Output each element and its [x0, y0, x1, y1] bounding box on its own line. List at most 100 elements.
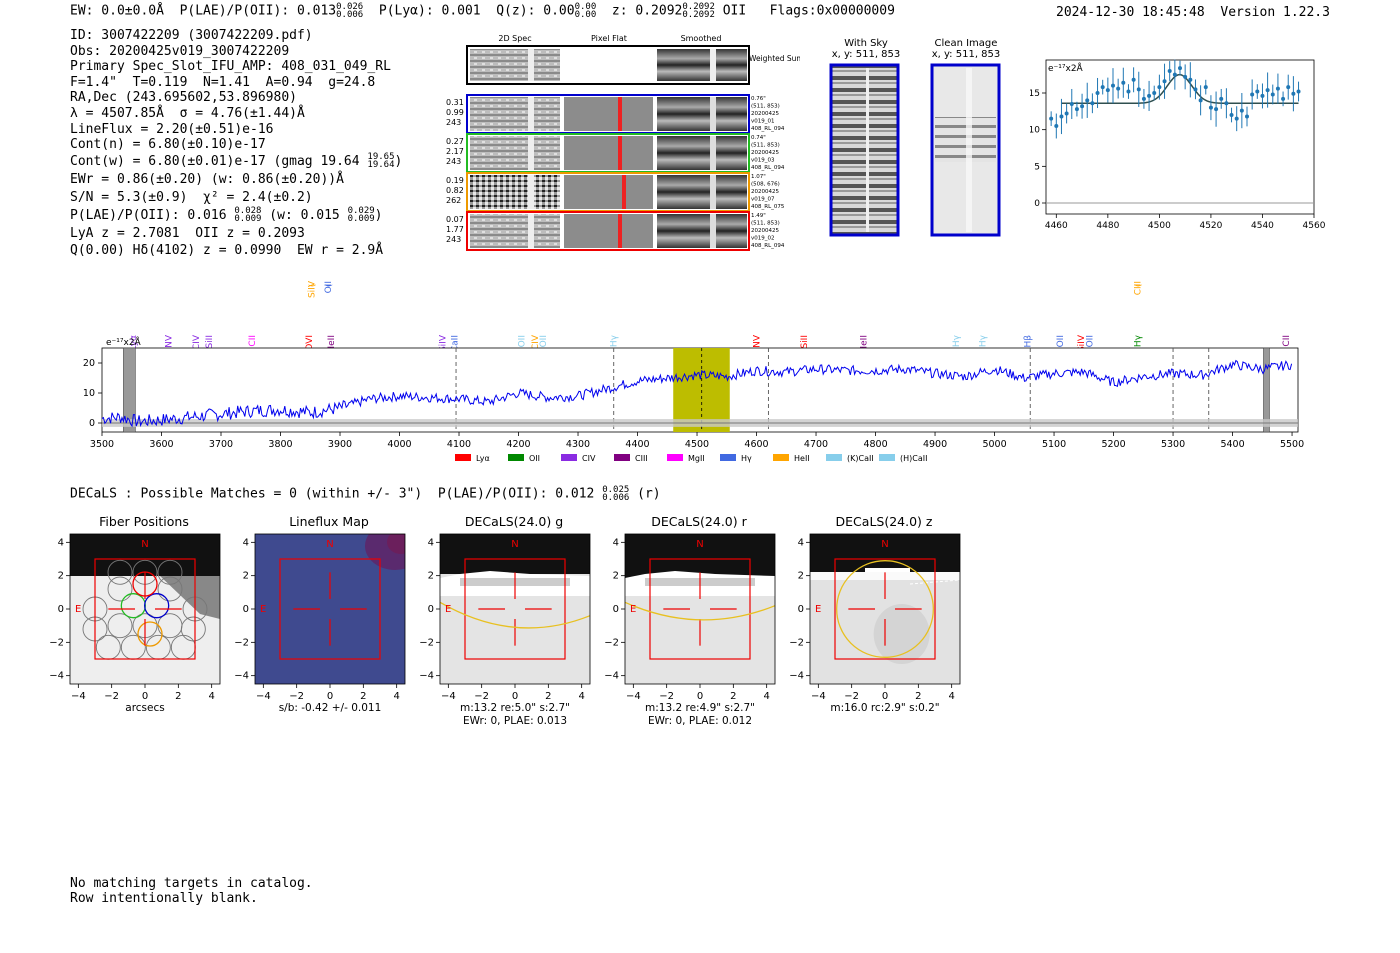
fit-point [1064, 111, 1069, 116]
info-line-plae: P(LAE)/P(OII): 0.016 0.028 0.009 (w: 0.01… [70, 207, 402, 225]
stamp-y-tick-label: 0 [428, 604, 434, 615]
fit-point [1059, 114, 1064, 119]
fiber-circle [107, 559, 133, 585]
fit-x-tick-label: 4500 [1148, 221, 1171, 231]
cutout-pixelflat [564, 97, 653, 131]
qz-lo: 0.00 [574, 10, 597, 20]
decals-plae-lo: 0.006 [602, 493, 630, 503]
north-label: N [696, 539, 703, 550]
stamp-y-tick-label: −4 [50, 671, 64, 682]
fit-point [1286, 85, 1291, 90]
stamp-y-tick-label: 2 [613, 571, 619, 582]
decals-summary-text: DECaLS : Possible Matches = 0 (within +/… [70, 486, 595, 502]
line-fit-chart: e⁻¹⁷x2Å 4460 4480 4500 4520 4540 4560 0 5 10 15 [1030, 59, 1326, 231]
legend-swatch [773, 454, 789, 461]
fiber-circle [157, 559, 183, 585]
plae2-lo: 0.009 [234, 214, 262, 225]
masked-band [123, 347, 136, 433]
info-line: Q(0.00) Hδ(4102) z = 0.0990 EW r = 2.9Å [70, 242, 384, 258]
emission-line-label: OVI [305, 335, 315, 351]
cutout-row: 0.27 2.17 243 0.74" (511, 853) 20200425 v019_0… [446, 133, 785, 173]
stamp-fiber: Fiber Positions N E −4 −4 −2 −2 0 0 2 2 4 4 arcsecs [50, 514, 221, 714]
stamp-z: DECaLS(24.0) z N E −4 −4 −2 −2 0 0 2 2 4 4 m:16.0 rc:… [790, 514, 961, 714]
legend-label: MgII [688, 454, 705, 463]
with-sky-image [829, 63, 900, 237]
fit-point [1208, 105, 1213, 110]
spectrum-x-tick-label: 4100 [447, 439, 471, 450]
decals-plae-hi: 0.025 [602, 485, 630, 495]
fit-unit-label: e⁻¹⁷x2Å [1048, 62, 1084, 74]
fit-point [1183, 74, 1188, 79]
cutout-gap [528, 214, 534, 248]
cutout-right-meta: 1.49" (511, 853) 20200425 v019_02 408_RL_094 [751, 213, 785, 249]
aperture-box [834, 558, 936, 660]
spectrum-x-tick-label: 4800 [863, 439, 887, 450]
fit-point [1054, 124, 1059, 128]
clean-image-column [966, 68, 972, 232]
fit-point [1136, 87, 1141, 92]
plae2-hi: 0.028 [234, 206, 262, 217]
legend-label: (K)CaII [847, 454, 874, 463]
stamp-caption: m:13.2 re:5.0" s:2.7" [460, 702, 570, 714]
spectrum-y-tick-label: 0 [89, 418, 95, 429]
aperture-box [464, 558, 566, 660]
cutout-row: 0.19 0.82 262 1.07" (508, 676) 20200425 v019_0… [446, 172, 785, 212]
fit-x-tick-label: 4560 [1303, 221, 1326, 231]
fit-point [1198, 98, 1203, 103]
cutout-flat-marker [618, 97, 622, 131]
fit-point [1275, 86, 1280, 91]
spectrum-y-tick-label: 20 [83, 358, 95, 369]
fit-point [1245, 114, 1249, 119]
emission-line-bracket: ( [324, 284, 333, 287]
fit-point [1172, 72, 1177, 77]
spectrum-x-tick-label: 5300 [1161, 439, 1185, 450]
emission-line-label: NV [753, 334, 763, 348]
cutout-gap [528, 97, 534, 131]
clean-xy: x, y: 511, 853 [931, 49, 1001, 60]
stamp-title: DECaLS(24.0) r [651, 514, 747, 529]
fit-point [1131, 77, 1136, 82]
spectrum-x-tick-label: 4000 [387, 439, 411, 450]
east-label: E [815, 604, 821, 615]
east-label: E [260, 604, 266, 615]
fit-point [1167, 69, 1172, 73]
spectrum-x-tick-label: 4900 [923, 439, 947, 450]
cutout-smoothed [657, 214, 747, 248]
cutout-gap [528, 136, 534, 170]
cutout-row: 0.07 1.77 243 1.49" (511, 853) 20200425 v019_0… [446, 211, 785, 251]
galaxy-ellipse [836, 560, 934, 658]
fit-point [1147, 93, 1152, 98]
plae2-text: P(LAE)/P(OII): 0.016 [70, 207, 227, 223]
fiber-circle [107, 576, 133, 602]
emission-line-label: OII [324, 281, 334, 293]
stamp-image [70, 534, 220, 684]
fit-point [1224, 101, 1229, 106]
emission-line-label: SiII [205, 335, 215, 349]
fiber-orange [137, 621, 163, 647]
weighted-sum-gap [528, 49, 534, 81]
info-line: RA,Dec (243.695602,53.896980) [70, 90, 297, 106]
qz-value: Q(z): 0.00 [496, 3, 575, 19]
decals-summary-end: (r) [637, 486, 661, 502]
fit-axes: 4460 4480 4500 4520 4540 4560 0 5 10 15 [1030, 89, 1326, 231]
emission-line-label: SiIV [1077, 334, 1087, 352]
z-lo: 0.2092 [682, 10, 715, 20]
stamp-x-tick-label: 0 [142, 691, 148, 702]
stamp-y-tick-label: 4 [798, 537, 804, 548]
qz-bounds: 0.00 0.00 [574, 3, 597, 20]
fit-x-tick-label: 4520 [1199, 221, 1222, 231]
legend-swatch [508, 454, 524, 461]
fit-point [1265, 88, 1270, 93]
spectrum-x-tick-label: 5100 [1042, 439, 1066, 450]
contw-lo: 19.64 [367, 160, 395, 171]
stamp-x-tick-label: −2 [844, 691, 859, 702]
cutout-smoothed [657, 175, 747, 209]
east-label: E [630, 604, 636, 615]
emission-line-label: OII [1086, 335, 1096, 347]
plya-value: P(Lyα): 0.001 [378, 3, 481, 19]
stamp-title: Fiber Positions [99, 514, 189, 529]
stamp-y-tick-label: 0 [243, 604, 249, 615]
decals-plae-bounds: 0.025 0.006 [602, 485, 630, 503]
plae2-bounds: 0.028 0.009 [234, 206, 262, 225]
info-line: LineFlux = 2.20(±0.51)e-16 [70, 121, 274, 137]
